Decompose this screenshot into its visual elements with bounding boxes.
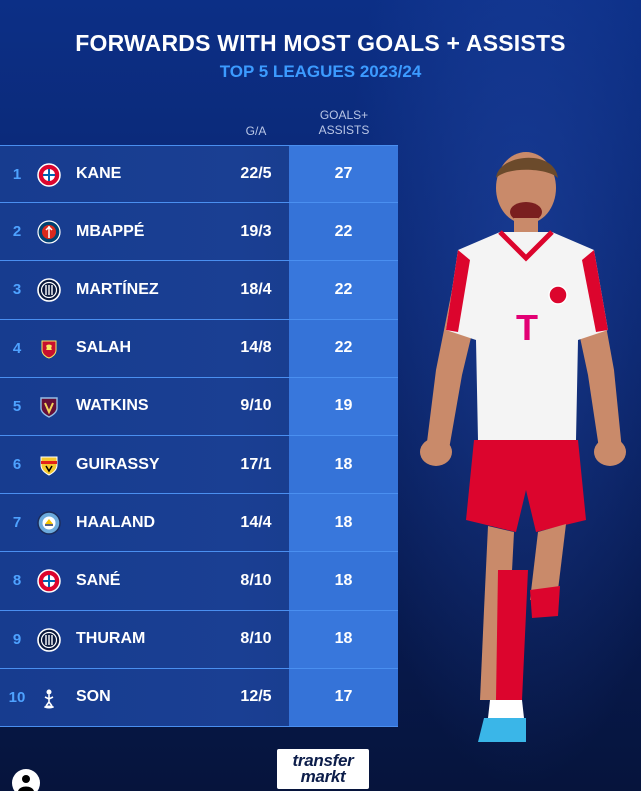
table-row: 9 THURAM 8/10 18 — [0, 610, 398, 669]
player-name: SON — [76, 688, 111, 706]
column-header-goals-line: GOALS+ — [319, 108, 369, 122]
table-row: 5 WATKINS 9/10 19 — [0, 377, 398, 436]
liverpool-crest-icon — [36, 336, 62, 362]
table-row: 4 SALAH 14/8 22 — [0, 319, 398, 378]
goals-plus-assists-total: 27 — [289, 146, 398, 203]
column-header-ga: G/A — [245, 124, 267, 138]
goals-plus-assists-total: 22 — [289, 319, 398, 377]
bayern-crest-icon — [36, 162, 62, 188]
page-subtitle: TOP 5 LEAGUES 2023/24 — [219, 62, 422, 81]
goals-plus-assists-total: 18 — [289, 494, 398, 552]
player-name: WATKINS — [76, 397, 149, 415]
rank-number: 3 — [12, 281, 22, 299]
transfermarkt-logo: transfer markt — [277, 749, 369, 789]
goals-plus-assists-total: 22 — [289, 261, 398, 319]
goals-assists-split: 17/1 — [240, 455, 272, 473]
rank-number: 7 — [12, 514, 22, 532]
rank-number: 5 — [12, 397, 22, 415]
goals-plus-assists-total: 19 — [289, 377, 398, 435]
player-name: SANÉ — [76, 571, 121, 589]
table-row: 2 MBAPPÉ 19/3 22 — [0, 203, 398, 262]
goals-assists-split: 14/4 — [240, 513, 272, 531]
goals-assists-split: 22/5 — [240, 165, 272, 183]
goals-plus-assists-total: 22 — [289, 203, 398, 261]
bayern-crest-icon — [36, 568, 62, 594]
logo-line-1: transfer — [292, 751, 354, 770]
column-header-goals-assists: GOALS+ ASSISTS — [312, 108, 376, 138]
player-name: HAALAND — [76, 513, 156, 531]
inter-crest-icon — [36, 277, 62, 303]
page-title: FORWARDS WITH MOST GOALS + ASSISTS — [75, 30, 566, 56]
logo-line-2: markt — [300, 767, 346, 786]
player-name: GUIRASSY — [76, 455, 160, 473]
column-header-assists-line: ASSISTS — [318, 123, 370, 137]
table-row: 10 SON 12/5 17 — [0, 668, 398, 727]
goals-assists-split: 12/5 — [240, 688, 272, 706]
aston-villa-crest-icon — [36, 394, 62, 420]
table-row: 7 HAALAND 14/4 18 — [0, 494, 398, 553]
player-name: MARTÍNEZ — [76, 280, 159, 298]
player-name: MBAPPÉ — [76, 222, 145, 240]
goals-assists-split: 8/10 — [240, 630, 272, 648]
goals-plus-assists-total: 17 — [289, 668, 398, 726]
player-name: SALAH — [76, 339, 132, 357]
ranking-table: 1 KANE 22/5 27 2 MBAPPÉ 19/3 22 3 MARTÍN… — [0, 145, 398, 727]
table-row: 1 KANE 22/5 27 — [0, 145, 398, 204]
profile-avatar-icon[interactable] — [8, 765, 44, 791]
tottenham-crest-icon — [36, 685, 62, 711]
rank-number: 9 — [12, 630, 22, 648]
goals-assists-split: 18/4 — [240, 280, 272, 298]
player-photo: T — [420, 152, 626, 742]
rank-number: 10 — [8, 688, 26, 706]
goals-plus-assists-total: 18 — [289, 435, 398, 494]
table-row: 6 GUIRASSY 17/1 18 — [0, 435, 398, 495]
rank-number: 6 — [12, 456, 22, 474]
table-row: 3 MARTÍNEZ 18/4 22 — [0, 261, 398, 320]
goals-assists-split: 9/10 — [240, 397, 272, 415]
rank-number: 1 — [12, 165, 22, 183]
rank-number: 2 — [12, 223, 22, 241]
goals-plus-assists-total: 18 — [289, 552, 398, 610]
goals-plus-assists-total: 18 — [289, 610, 398, 668]
table-row: 8 SANÉ 8/10 18 — [0, 552, 398, 611]
stuttgart-crest-icon — [36, 452, 62, 478]
man-city-crest-icon — [36, 510, 62, 536]
svg-text:T: T — [516, 307, 538, 348]
inter-crest-icon — [36, 627, 62, 653]
goals-assists-split: 14/8 — [240, 339, 272, 357]
rank-number: 4 — [12, 339, 22, 357]
goals-assists-split: 8/10 — [240, 571, 272, 589]
player-name: THURAM — [76, 630, 146, 648]
goals-assists-split: 19/3 — [240, 222, 272, 240]
rank-number: 8 — [12, 572, 22, 590]
psg-crest-icon — [36, 219, 62, 245]
player-name: KANE — [76, 165, 122, 183]
